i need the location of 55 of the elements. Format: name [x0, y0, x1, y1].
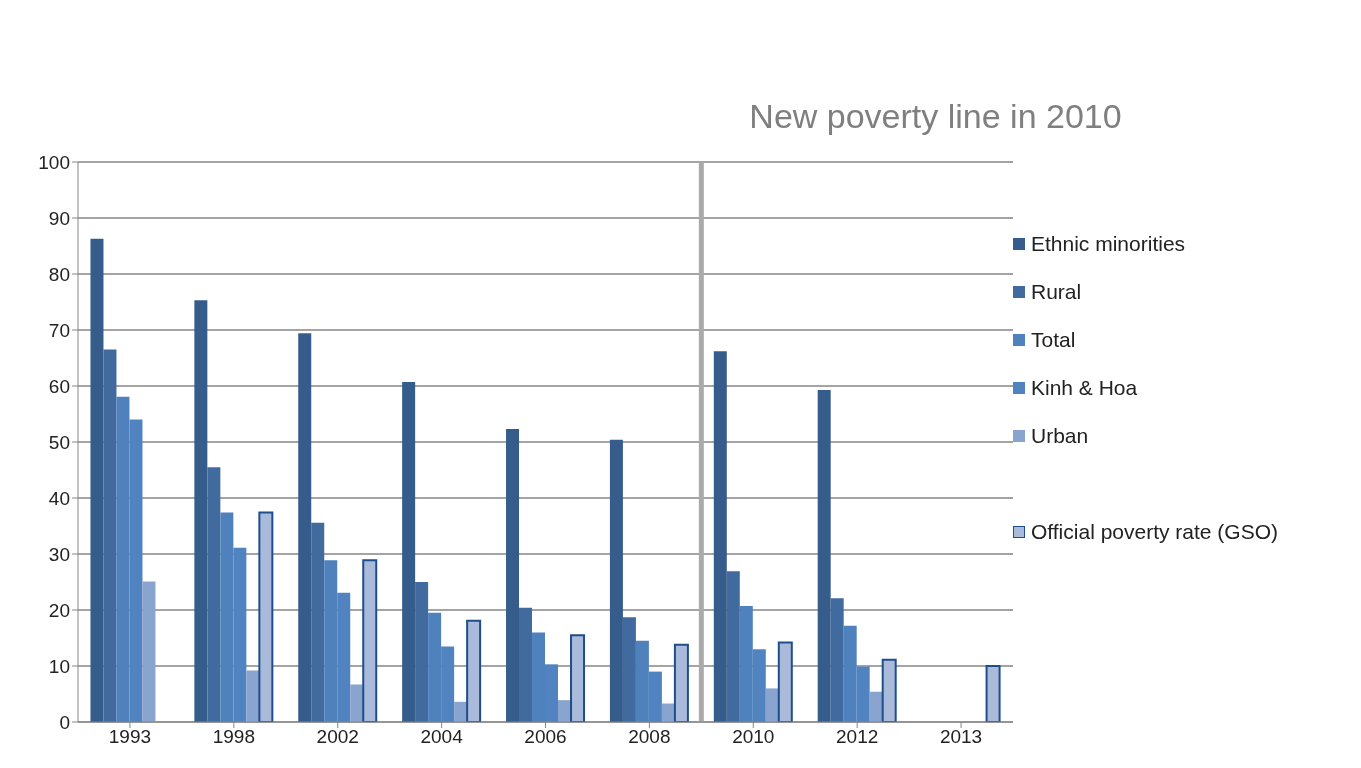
bar: [673, 643, 689, 722]
y-tick-label: 90: [48, 207, 70, 229]
bar: [194, 300, 208, 722]
ref-line-label: New poverty line in 2010: [749, 97, 1122, 135]
y-tick-label: 60: [48, 375, 70, 397]
bar: [311, 522, 325, 722]
bar: [985, 665, 1001, 722]
legend-label: Kinh & Hoa: [1031, 376, 1138, 400]
legend-label: Urban: [1031, 424, 1089, 448]
bar: [519, 607, 533, 722]
y-tick-label: 100: [38, 151, 70, 173]
x-tick-label: 2006: [524, 726, 567, 748]
bar: [609, 439, 623, 722]
x-tick-label: 1993: [108, 726, 152, 748]
bar: [881, 658, 897, 722]
legend-label: Rural: [1031, 280, 1082, 304]
x-tick-label: 2010: [732, 726, 775, 748]
bar: [90, 238, 104, 722]
bar: [506, 429, 520, 722]
y-tick-label: 40: [48, 487, 70, 509]
bar: [713, 351, 727, 722]
bar: [817, 389, 831, 722]
legend-label: Total: [1031, 328, 1076, 352]
bar: [830, 598, 844, 722]
x-tick-label: 2012: [836, 726, 879, 748]
x-tick-label: 2013: [939, 726, 983, 748]
y-tick-label: 80: [48, 263, 70, 285]
bar: [298, 333, 312, 722]
legend-label: Official poverty rate (GSO): [1031, 520, 1279, 544]
x-tick-label: 2002: [316, 726, 359, 748]
bar: [726, 571, 740, 722]
y-tick-label: 70: [48, 319, 70, 341]
bar: [622, 617, 636, 722]
bar: [570, 634, 586, 722]
bar: [765, 688, 779, 722]
y-tick-label: 20: [48, 599, 70, 621]
legend-label: Ethnic minorities: [1031, 232, 1186, 256]
y-tick-label: 30: [48, 543, 70, 565]
x-tick-label: 2004: [420, 726, 464, 748]
bar: [350, 684, 364, 722]
bar: [103, 349, 117, 722]
bar: [246, 670, 260, 722]
x-tick-label: 2008: [628, 726, 671, 748]
bar: [415, 582, 429, 722]
y-tick-label: 50: [48, 431, 70, 453]
bar: [777, 641, 793, 722]
bar: [142, 581, 156, 722]
bar: [258, 511, 274, 722]
y-tick-label: 10: [48, 655, 70, 677]
bar: [207, 467, 221, 722]
x-tick-label: 1998: [212, 726, 255, 748]
bar: [466, 619, 482, 722]
bar: [362, 559, 378, 722]
y-tick-label: 0: [59, 711, 70, 733]
bar: [402, 382, 416, 722]
